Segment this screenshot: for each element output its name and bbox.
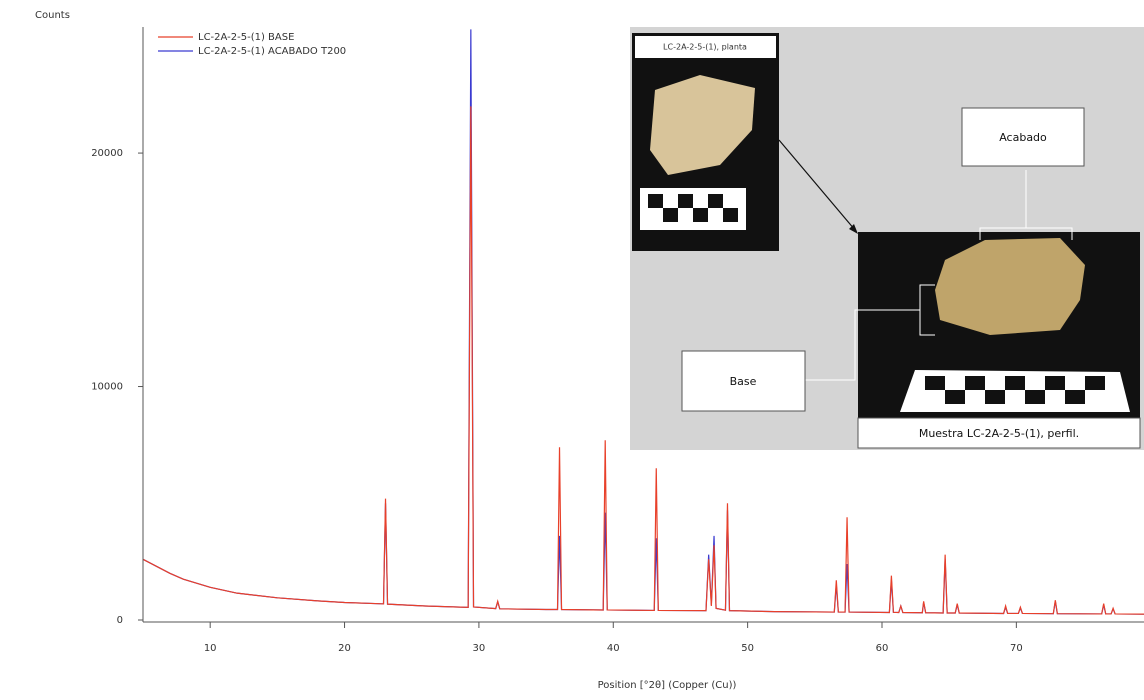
- profile-caption: Muestra LC-2A-2-5-(1), perfil.: [919, 427, 1079, 440]
- inset-photo: LC-2A-2-5-(1), planta Muestra LC-2A-2-5-…: [630, 27, 1144, 450]
- label-box: [961, 107, 1085, 167]
- rock: [935, 238, 1085, 335]
- series-line: [143, 106, 1144, 615]
- top-photo-label: LC-2A-2-5-(1), planta: [663, 43, 747, 52]
- arrow-head: [849, 224, 858, 234]
- bracket: [805, 284, 935, 381]
- arrow: [778, 139, 856, 231]
- legend-label: LC-2A-2-5-(1) ACABADO T200: [198, 46, 346, 57]
- x-tick-label: 50: [741, 643, 754, 654]
- plot-area: [143, 29, 1144, 615]
- y-tick-label: 0: [117, 615, 123, 626]
- x-tick-label: 10: [204, 643, 217, 654]
- rock: [650, 75, 755, 175]
- x-tick-label: 30: [473, 643, 486, 654]
- scale-checks: [648, 194, 738, 222]
- finish-label: Acabado: [999, 131, 1047, 144]
- x-tick-label: 20: [338, 643, 351, 654]
- caption-box: [857, 417, 1141, 449]
- y-axis-label: Counts: [35, 10, 70, 21]
- y-tick-label: 20000: [91, 148, 123, 159]
- bracket: [979, 170, 1073, 240]
- x-tick-label: 70: [1010, 643, 1023, 654]
- legend: LC-2A-2-5-(1) BASE LC-2A-2-5-(1) ACABADO …: [158, 32, 346, 57]
- y-tick-label: 10000: [91, 382, 123, 393]
- x-tick-label: 60: [876, 643, 889, 654]
- x-tick-label: 40: [607, 643, 620, 654]
- legend-label: LC-2A-2-5-(1) BASE: [198, 32, 294, 43]
- scale-checks: [925, 376, 1105, 404]
- label-box: [681, 350, 806, 412]
- x-axis-label: Position [°2θ] (Copper (Cu)): [598, 680, 737, 691]
- base-label: Base: [730, 375, 757, 388]
- top-photo-label-box: [635, 36, 776, 58]
